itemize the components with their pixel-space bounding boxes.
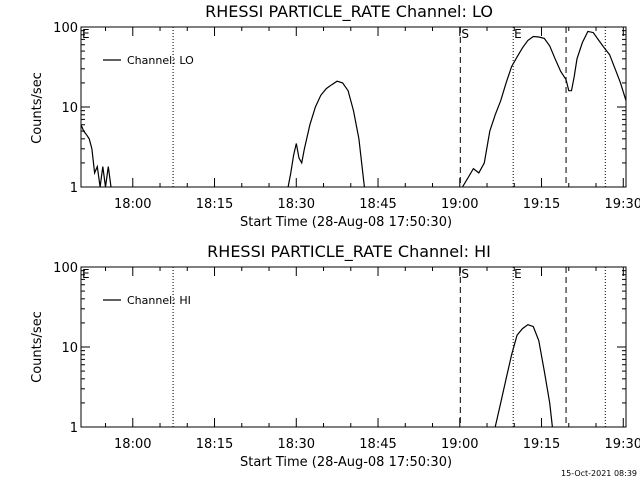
x-axis-label: Start Time (28-Aug-08 17:50:30) bbox=[240, 215, 452, 230]
y-tick-label: 1 bbox=[70, 421, 78, 436]
legend: Channel: HI bbox=[103, 294, 191, 307]
event-line-label: S bbox=[461, 27, 469, 41]
series-line-lo bbox=[80, 30, 627, 188]
plot-frame bbox=[80, 266, 627, 428]
x-tick-labels: 18:00 18:15 18:30 18:45 19:00 19:15 19:30 bbox=[114, 197, 640, 212]
edge-marker-label: E bbox=[82, 27, 90, 41]
x-tick-label: 18:30 bbox=[278, 437, 315, 452]
x-tick-label: 18:30 bbox=[278, 197, 315, 212]
panel-hi: RHESSI PARTICLE_RATE Channel: HI Counts/… bbox=[30, 242, 640, 470]
x-tick-label: 19:00 bbox=[441, 437, 478, 452]
x-tick-label: 19:30 bbox=[605, 197, 640, 212]
edge-marker-label: E bbox=[82, 267, 90, 281]
y-axis-label: Counts/sec bbox=[30, 311, 45, 383]
x-tick-label: 18:45 bbox=[359, 437, 396, 452]
axis-ticks bbox=[81, 27, 626, 188]
y-tick-label: 10 bbox=[61, 101, 78, 116]
x-tick-label: 18:15 bbox=[196, 437, 233, 452]
x-axis-label: Start Time (28-Aug-08 17:50:30) bbox=[240, 455, 452, 470]
panel-lo: RHESSI PARTICLE_RATE Channel: LO Counts/… bbox=[30, 2, 640, 230]
y-tick-labels: 1 10 100 bbox=[53, 261, 78, 436]
axis-ticks bbox=[81, 267, 626, 428]
panel-title: RHESSI PARTICLE_RATE Channel: LO bbox=[205, 2, 493, 22]
y-tick-label: 100 bbox=[53, 21, 78, 36]
event-line-label: E bbox=[514, 27, 522, 41]
legend: Channel: LO bbox=[103, 54, 194, 67]
event-line-label: E bbox=[514, 267, 522, 281]
legend-entry: Channel: LO bbox=[127, 54, 194, 67]
generation-timestamp: 15-Oct-2021 08:39 bbox=[561, 469, 637, 478]
x-tick-label: 18:45 bbox=[359, 197, 396, 212]
x-tick-labels: 18:00 18:15 18:30 18:45 19:00 19:15 19:30 bbox=[114, 437, 640, 452]
x-tick-label: 19:00 bbox=[441, 197, 478, 212]
y-tick-labels: 1 10 100 bbox=[53, 21, 78, 196]
panel-title: RHESSI PARTICLE_RATE Channel: HI bbox=[207, 242, 491, 262]
x-tick-label: 19:15 bbox=[523, 437, 560, 452]
y-tick-label: 10 bbox=[61, 341, 78, 356]
x-tick-label: 18:00 bbox=[114, 437, 151, 452]
plot-frame bbox=[80, 26, 627, 188]
event-line-label: S bbox=[461, 267, 469, 281]
x-tick-label: 18:00 bbox=[114, 197, 151, 212]
y-tick-label: 1 bbox=[70, 181, 78, 196]
x-tick-label: 18:15 bbox=[196, 197, 233, 212]
legend-entry: Channel: HI bbox=[127, 294, 191, 307]
x-tick-label: 19:30 bbox=[605, 437, 640, 452]
y-tick-label: 100 bbox=[53, 261, 78, 276]
y-axis-label: Counts/sec bbox=[30, 72, 45, 144]
series-line-hi bbox=[494, 324, 553, 428]
x-tick-label: 19:15 bbox=[523, 197, 560, 212]
